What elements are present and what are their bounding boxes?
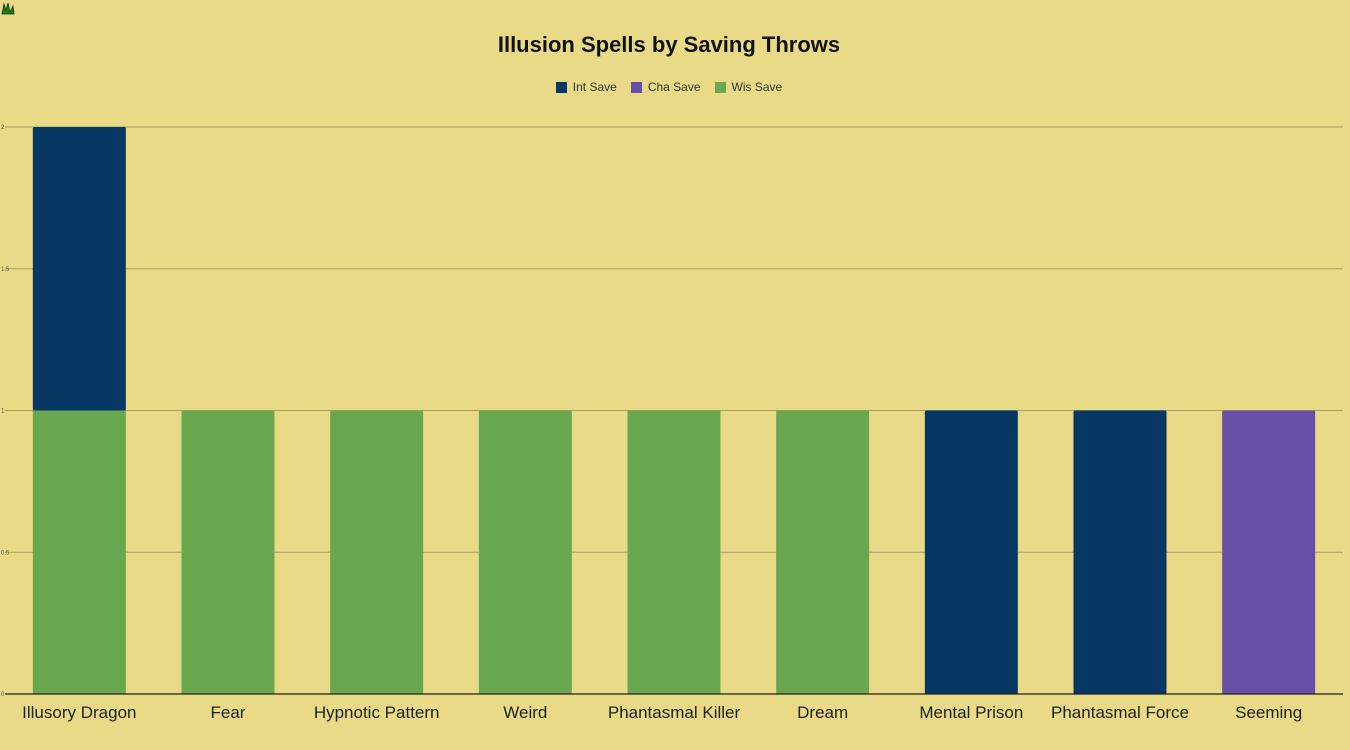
x-tick-label-hypnotic-pattern: Hypnotic Pattern — [314, 703, 440, 722]
y-tick-label-4: 2 — [1, 125, 5, 131]
x-tick-label-phantasmal-killer: Phantasmal Killer — [608, 703, 741, 722]
bar-fear-wis-save[interactable] — [181, 410, 275, 695]
legend-swatch-int-save — [555, 81, 567, 93]
chart-legend: Int Save Cha Save Wis Save — [0, 80, 1338, 94]
bar-hypnotic-pattern-wis-save[interactable] — [330, 410, 424, 695]
bar-phantasmal-force-int-save[interactable] — [1073, 410, 1167, 695]
legend-swatch-wis-save — [714, 81, 726, 93]
x-tick-label-seeming: Seeming — [1235, 703, 1302, 722]
bar-seeming-cha-save[interactable] — [1222, 410, 1316, 695]
x-tick-label-mental-prison: Mental Prison — [919, 703, 1023, 722]
legend-swatch-cha-save — [630, 81, 642, 93]
legend-label-int-save: Int Save — [572, 80, 617, 94]
legend-item-cha-save[interactable]: Cha Save — [630, 80, 701, 94]
x-tick-label-phantasmal-force: Phantasmal Force — [1051, 703, 1189, 722]
y-tick-label-3: 1.5 — [1, 267, 10, 273]
bar-illusory-dragon-int-save[interactable] — [32, 127, 126, 411]
bar-illusory-dragon-wis-save[interactable] — [32, 410, 126, 695]
legend-item-wis-save[interactable]: Wis Save — [714, 80, 783, 94]
y-tick-label-1: 0.5 — [1, 550, 10, 556]
legend-label-cha-save: Cha Save — [647, 80, 701, 94]
y-tick-label-0: 0 — [1, 692, 5, 698]
bar-dream-wis-save[interactable] — [776, 410, 870, 695]
legend-item-int-save[interactable]: Int Save — [555, 80, 617, 94]
bar-phantasmal-killer-wis-save[interactable] — [627, 410, 721, 695]
x-tick-label-weird: Weird — [503, 703, 547, 722]
x-tick-label-illusory-dragon: Illusory Dragon — [22, 703, 136, 722]
x-tick-label-fear: Fear — [211, 703, 246, 722]
bar-weird-wis-save[interactable] — [478, 410, 572, 695]
bar-mental-prison-int-save[interactable] — [924, 410, 1018, 695]
y-tick-label-2: 1 — [1, 409, 5, 415]
legend-label-wis-save: Wis Save — [731, 80, 783, 94]
chart-title: Illusion Spells by Saving Throws — [497, 32, 841, 57]
x-tick-label-dream: Dream — [797, 703, 848, 722]
app-logo-icon — [1, 2, 15, 15]
